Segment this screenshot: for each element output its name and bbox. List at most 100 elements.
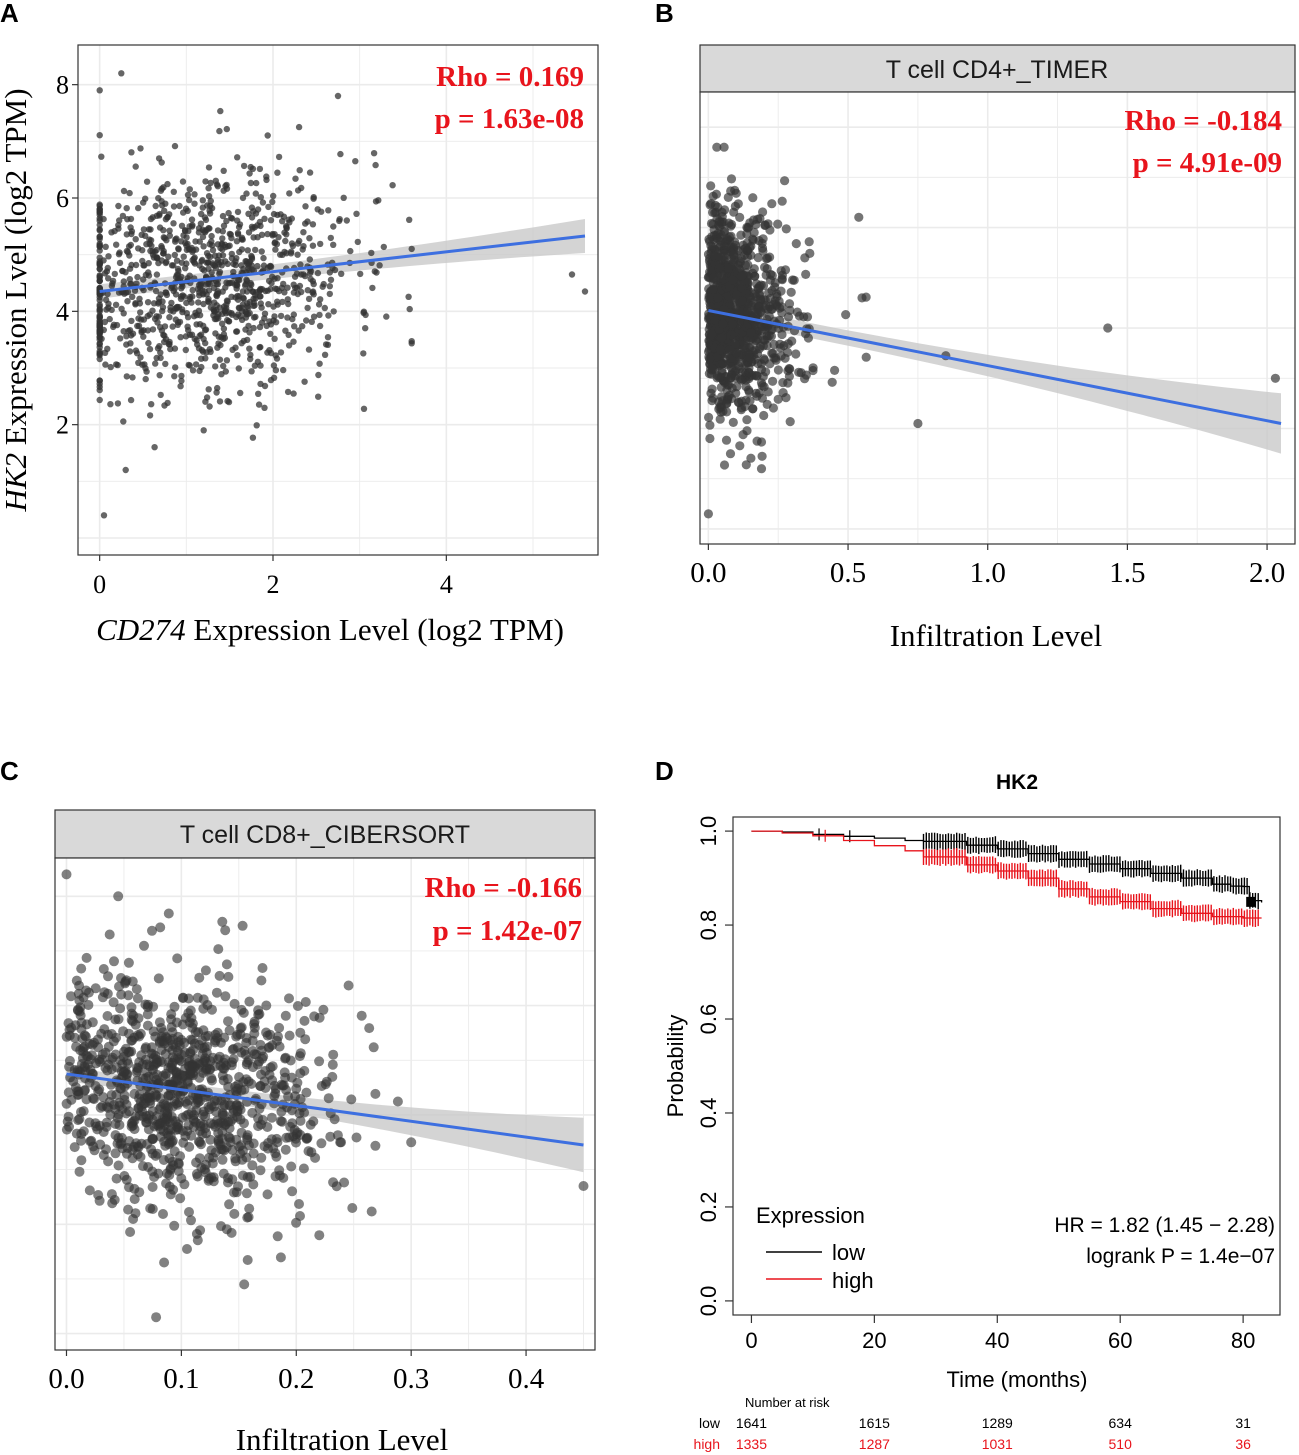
scatter-point [183,1061,194,1072]
scatter-point [270,1088,281,1099]
scatter-point [722,407,732,417]
scatter-point [233,313,240,321]
scatter-point [280,280,287,288]
scatter-point [776,266,786,276]
scatter-point [753,253,763,263]
x-tick-label: 0.0 [48,1363,84,1395]
scatter-point [206,207,213,214]
scatter-point [258,248,265,255]
scatter-point [139,940,149,951]
scatter-point [170,262,177,269]
panel-d-risk-table: low 1641 1615 1289 634 31 high 1335 1287 1031 510 3… [694,1415,1252,1452]
scatter-point [296,167,303,174]
scatter-point [199,197,206,204]
scatter-point [315,393,322,400]
scatter-point [113,1160,124,1171]
scatter-point [83,987,94,998]
scatter-point [210,1029,221,1040]
scatter-point [297,261,304,268]
scatter-point [578,1181,589,1191]
scatter-point [123,1204,134,1215]
scatter-point [265,301,272,308]
scatter-point [748,193,758,203]
scatter-point [270,210,278,218]
scatter-point [262,287,269,295]
scatter-point [729,207,739,217]
scatter-point [246,345,253,352]
scatter-point [225,398,233,406]
scatter-point [234,292,241,300]
panel-c-strip [54,809,596,859]
scatter-point [178,293,185,300]
scatter-point [76,963,87,974]
scatter-point [262,1189,273,1200]
scatter-point [362,325,369,332]
scatter-point [217,107,224,115]
scatter-point [830,365,840,375]
scatter-point [773,394,783,404]
scatter-point [208,1172,219,1183]
scatter-point [261,215,268,222]
scatter-point [270,374,278,381]
scatter-point [223,1016,233,1027]
scatter-point [196,292,203,299]
scatter-point [129,1194,140,1205]
scatter-point [722,234,733,244]
scatter-point [148,1049,158,1060]
scatter-point [250,302,257,309]
scatter-point [228,234,235,242]
scatter-point [158,198,165,205]
panel-a-pvalue: p = 1.63e-08 [435,103,584,135]
scatter-point [188,299,195,306]
scatter-point [223,185,231,192]
scatter-point [102,1065,113,1076]
scatter-point [250,208,257,215]
scatter-point [168,299,175,307]
scatter-point [280,1053,291,1064]
x-tick-label: 20 [862,1328,886,1353]
panel-d-legend-low-label: low [832,1240,865,1265]
scatter-point [269,198,276,206]
scatter-point [137,1059,148,1070]
scatter-point [749,227,759,238]
panel-d-risk-header: Number at risk [745,1395,830,1410]
scatter-point [185,327,192,334]
scatter-point [170,203,178,210]
scatter-point [160,1071,171,1082]
scatter-point [354,238,361,246]
scatter-point [110,1014,121,1025]
scatter-point [380,243,387,251]
scatter-point [249,266,256,273]
scatter-point [328,1177,339,1188]
scatter-point [202,178,209,185]
scatter-point [138,1161,148,1172]
x-tick-label: 0.4 [508,1363,545,1395]
scatter-point [277,312,285,320]
scatter-point [294,187,302,194]
scatter-point [159,1257,170,1268]
scatter-point [253,422,260,429]
scatter-point [292,284,299,292]
scatter-point [271,335,278,342]
scatter-point [298,288,305,296]
scatter-point [705,433,715,444]
scatter-point [804,237,814,247]
scatter-point [176,1173,187,1184]
scatter-point [284,284,291,291]
scatter-point [115,1003,126,1014]
scatter-point [61,1098,72,1109]
panel-b-x-axis-label: Infiltration Level [890,618,1103,653]
scatter-point [773,219,783,229]
scatter-point [392,1096,403,1107]
scatter-point [62,1116,73,1127]
scatter-point [251,362,259,369]
scatter-point [776,286,786,296]
scatter-point [707,384,717,394]
scatter-point [115,202,122,210]
scatter-point [222,310,230,317]
scatter-point [1270,373,1280,383]
scatter-point [246,258,254,265]
scatter-point [298,1163,309,1174]
scatter-point [122,289,130,296]
scatter-point [87,1017,98,1028]
